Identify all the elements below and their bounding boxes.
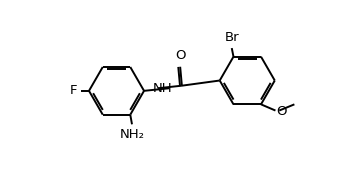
Text: O: O (175, 49, 186, 62)
Text: NH₂: NH₂ (119, 128, 145, 142)
Text: O: O (276, 105, 286, 118)
Text: F: F (69, 84, 77, 97)
Text: Br: Br (224, 31, 239, 44)
Text: NH: NH (153, 82, 173, 95)
